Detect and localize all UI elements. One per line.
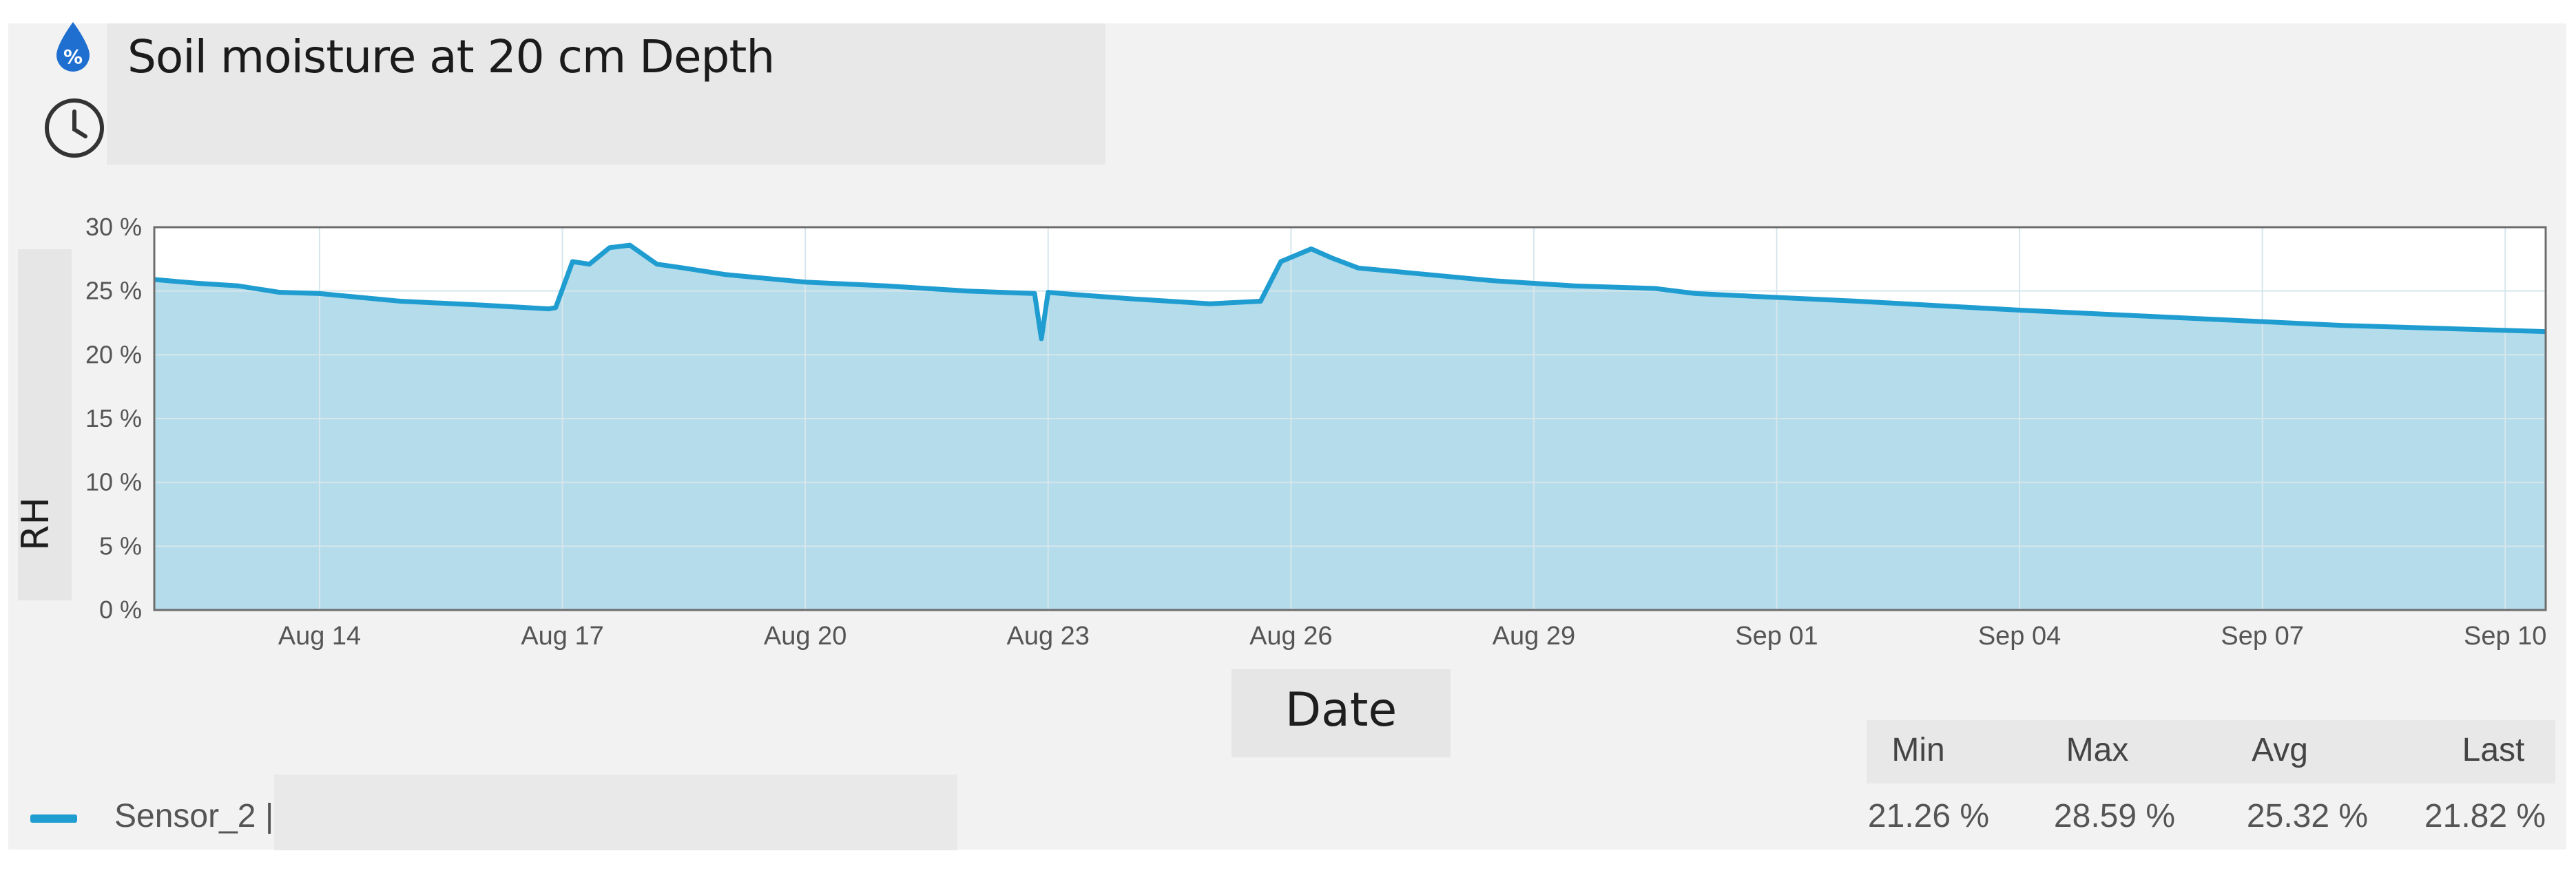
y-tick-label: 25 %: [85, 277, 142, 305]
y-tick-label: 10 %: [85, 468, 142, 496]
stat-header-avg[interactable]: Avg: [2252, 732, 2308, 768]
y-axis-label-background: [18, 249, 72, 600]
y-tick-label: 20 %: [85, 340, 142, 368]
x-axis-label-background: [1232, 669, 1451, 757]
stat-value-avg: 25.32 %: [2246, 798, 2369, 834]
legend-label-background: [274, 775, 957, 850]
chart-plot: 0 % 5 % 10 % 15 % 20 % 25 % 30 % Aug 14 Aug 17 Au…: [85, 213, 2547, 651]
x-tick-label: Aug 20: [764, 622, 846, 651]
x-tick-label: Sep 07: [2221, 622, 2303, 651]
clock-icon[interactable]: [43, 96, 106, 160]
chart-title: Soil moisture at 20 cm Depth: [127, 30, 775, 83]
series-line-sensor-2: [154, 242, 2546, 341]
legend-swatch-sensor-2[interactable]: [30, 814, 77, 823]
y-tick-label: 15 %: [85, 404, 142, 432]
stat-header-min[interactable]: Min: [1891, 732, 1945, 768]
x-tick-label: Aug 29: [1493, 622, 1575, 651]
y-tick-label: 5 %: [99, 532, 142, 560]
stat-value-min: 21.26 %: [1867, 798, 1990, 834]
x-tick-label: Aug 14: [278, 622, 361, 651]
stats-header-background: [1867, 720, 2555, 783]
stat-value-last: 21.82 %: [2424, 798, 2546, 834]
svg-text:%: %: [63, 45, 83, 68]
legend-label-sensor-2[interactable]: Sensor_2 |: [114, 798, 274, 834]
plot-border: [153, 226, 2547, 611]
x-tick-label: Sep 10: [2464, 622, 2546, 651]
x-tick-label: Sep 01: [1735, 622, 1818, 651]
y-tick-label: 30 %: [85, 213, 142, 241]
stat-header-max[interactable]: Max: [2066, 732, 2129, 768]
percent-drop-icon: %: [56, 22, 90, 72]
series-area-sensor-2: [154, 245, 2546, 611]
y-tick-label: 0 %: [99, 596, 142, 624]
stat-value-max: 28.59 %: [2053, 798, 2176, 834]
x-tick-label: Aug 23: [1006, 622, 1089, 651]
x-tick-label: Sep 04: [1978, 622, 2061, 651]
stat-header-last[interactable]: Last: [2462, 732, 2525, 768]
x-axis-label: Date: [1285, 683, 1398, 737]
x-tick-label: Aug 17: [521, 622, 603, 651]
title-background: [107, 23, 1105, 165]
x-tick-label: Aug 26: [1249, 622, 1332, 651]
